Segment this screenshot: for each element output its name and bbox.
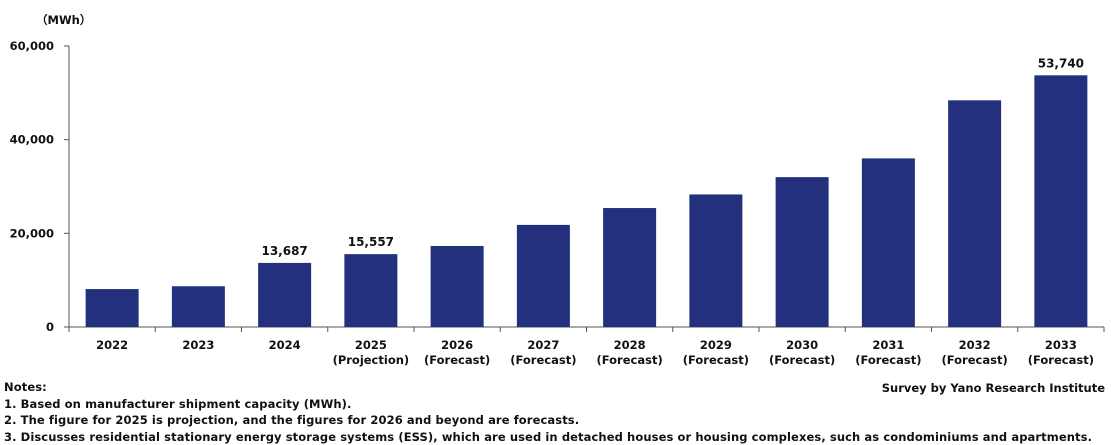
note-item-1: 1. Based on manufacturer shipment capaci… (4, 396, 352, 411)
bar-chart: （MWh） 0 20,000 40,000 60,000 2022 2023 13,687 20… (10, 13, 1105, 367)
x-tick-label: 2027 (527, 338, 559, 352)
note-item-2: 2. The figure for 2025 is projection, an… (4, 413, 580, 427)
bar (948, 100, 1002, 328)
bar (1034, 75, 1088, 328)
x-tick-sublabel: (Forecast) (769, 353, 835, 367)
notes-heading: Notes: (4, 380, 47, 394)
x-tick-label: 2022 (96, 338, 128, 352)
bar (85, 289, 139, 327)
y-tick-label: 0 (46, 320, 54, 334)
x-tick-label: 2024 (269, 338, 301, 352)
x-tick-label: 2033 (1045, 338, 1077, 352)
x-tick-label: 2031 (872, 338, 904, 352)
y-tick-label: 60,000 (10, 39, 54, 53)
x-tick-label: 2025 (355, 338, 387, 352)
data-label: 15,557 (348, 235, 394, 249)
x-tick-sublabel: (Forecast) (424, 353, 490, 367)
x-tick-label: 2030 (786, 338, 818, 352)
x-tick-label: 2026 (441, 338, 473, 352)
bar (603, 208, 657, 327)
y-unit-label: （MWh） (36, 13, 91, 27)
x-tick-label: 2028 (614, 338, 646, 352)
x-tick-sublabel: (Forecast) (1028, 353, 1094, 367)
x-tick-label: 2023 (182, 338, 214, 352)
x-tick-sublabel: (Forecast) (942, 353, 1008, 367)
x-tick-sublabel: (Forecast) (597, 353, 663, 367)
x-tick-sublabel: (Forecast) (855, 353, 921, 367)
notes-block: Notes: 1. Based on manufacturer shipment… (4, 379, 1092, 445)
x-tick-sublabel: (Forecast) (510, 353, 576, 367)
y-tick-label: 20,000 (10, 226, 54, 240)
data-label: 53,740 (1038, 56, 1084, 70)
bar (689, 194, 743, 327)
x-tick-sublabel: (Projection) (333, 353, 410, 367)
bar (171, 286, 225, 327)
note-item-3: 3. Discusses residential stationary ener… (4, 429, 1093, 444)
bar (344, 254, 398, 327)
bar (775, 177, 829, 327)
y-tick-label: 40,000 (10, 133, 54, 147)
x-tick-label: 2029 (700, 338, 732, 352)
x-tick-sublabel: (Forecast) (683, 353, 749, 367)
x-tick-label: 2032 (959, 338, 991, 352)
source-credit: Survey by Yano Research Institute (881, 381, 1105, 395)
bar (516, 224, 570, 327)
bar (861, 158, 915, 327)
bar (430, 245, 484, 327)
data-label: 13,687 (261, 244, 307, 258)
bar (258, 262, 312, 327)
